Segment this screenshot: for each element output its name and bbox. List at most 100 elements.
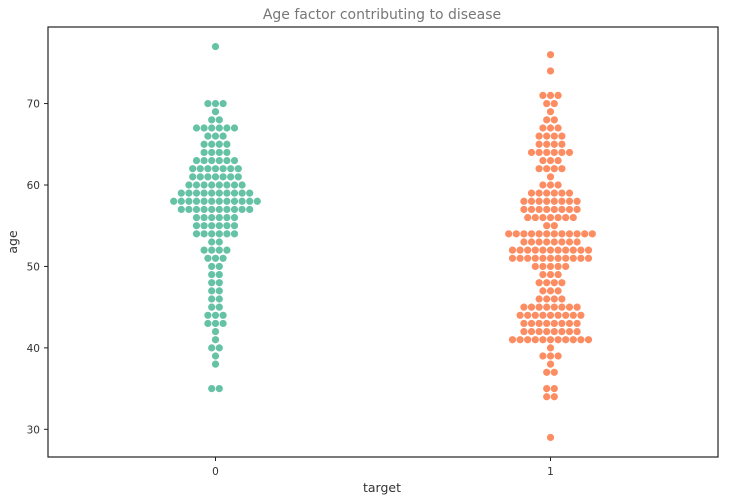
data-point-target-1 (573, 230, 581, 238)
data-point-target-1 (569, 336, 577, 344)
data-point-target-0 (219, 132, 227, 140)
data-point-target-1 (543, 205, 551, 214)
data-point-target-0 (215, 295, 223, 303)
data-point-target-1 (527, 230, 536, 238)
data-point-target-1 (546, 254, 555, 262)
data-point-target-1 (520, 205, 528, 214)
data-point-target-0 (189, 173, 197, 181)
data-point-target-1 (520, 303, 528, 311)
data-point-target-0 (211, 336, 220, 344)
data-point-target-0 (238, 189, 246, 197)
data-point-target-0 (208, 116, 216, 124)
data-point-target-1 (524, 254, 532, 262)
data-point-target-0 (230, 181, 239, 189)
data-points (170, 42, 596, 442)
data-point-target-0 (200, 213, 208, 222)
data-point-target-0 (223, 197, 231, 205)
data-point-target-0 (200, 156, 208, 165)
data-point-target-1 (539, 262, 547, 271)
data-point-target-1 (558, 140, 566, 148)
data-point-target-0 (200, 205, 208, 214)
data-point-target-1 (562, 246, 570, 254)
data-point-target-0 (215, 148, 223, 157)
data-point-target-1 (550, 384, 558, 393)
data-point-target-0 (211, 352, 220, 360)
data-point-target-0 (192, 181, 201, 189)
data-point-target-1 (565, 230, 574, 238)
data-point-target-0 (189, 165, 197, 173)
data-point-target-1 (535, 132, 543, 140)
data-point-target-0 (219, 173, 227, 181)
data-point-target-1 (562, 254, 570, 262)
data-point-target-1 (569, 213, 577, 222)
data-point-target-0 (211, 311, 220, 319)
data-point-target-0 (208, 238, 216, 246)
data-point-target-1 (558, 303, 566, 311)
data-point-target-1 (554, 287, 562, 295)
data-point-target-0 (230, 197, 239, 205)
data-point-target-1 (543, 222, 551, 230)
data-point-target-0 (192, 189, 201, 197)
data-point-target-0 (215, 124, 223, 132)
data-point-target-0 (215, 384, 223, 393)
data-point-target-1 (554, 124, 562, 132)
data-point-target-1 (562, 213, 570, 222)
data-point-target-0 (185, 181, 193, 189)
data-point-target-1 (508, 246, 517, 254)
data-point-target-0 (211, 99, 220, 108)
data-point-target-0 (223, 189, 231, 197)
data-point-target-0 (223, 213, 231, 222)
data-point-target-1 (508, 336, 517, 344)
data-point-target-0 (192, 197, 201, 205)
data-point-target-0 (208, 181, 216, 189)
data-point-target-1 (520, 319, 528, 328)
data-point-target-0 (208, 270, 216, 279)
data-point-target-0 (177, 189, 185, 197)
data-point-target-0 (223, 246, 231, 254)
data-point-target-0 (246, 189, 254, 197)
data-point-target-1 (543, 384, 551, 393)
data-point-target-1 (516, 246, 524, 254)
data-point-target-1 (554, 311, 562, 319)
data-point-target-0 (215, 116, 223, 124)
data-point-target-1 (550, 222, 558, 230)
data-point-target-0 (208, 222, 216, 230)
data-point-target-0 (200, 230, 208, 238)
data-point-target-1 (535, 238, 543, 246)
data-point-target-1 (546, 173, 555, 181)
data-point-target-1 (546, 262, 555, 271)
data-point-target-0 (208, 213, 216, 222)
data-point-target-1 (527, 197, 536, 205)
y-tick-label: 30 (27, 424, 40, 436)
data-point-target-1 (539, 213, 547, 222)
data-point-target-1 (558, 279, 566, 287)
data-point-target-1 (569, 254, 577, 262)
data-point-target-1 (535, 189, 543, 197)
data-point-target-1 (573, 238, 581, 246)
data-point-target-0 (208, 148, 216, 157)
data-point-target-1 (543, 189, 551, 197)
data-point-target-0 (215, 197, 223, 205)
data-point-target-1 (539, 287, 547, 295)
data-point-target-0 (200, 246, 208, 254)
data-point-target-0 (200, 181, 208, 189)
x-tick-label: 0 (212, 466, 219, 478)
data-point-target-1 (550, 327, 558, 336)
data-point-target-0 (211, 132, 220, 140)
data-point-target-0 (211, 319, 220, 328)
data-point-target-0 (215, 287, 223, 295)
data-point-target-1 (527, 303, 536, 311)
data-point-target-1 (543, 165, 551, 173)
data-point-target-1 (535, 319, 543, 328)
data-point-target-1 (565, 327, 574, 336)
data-point-target-1 (554, 181, 562, 189)
data-point-target-1 (550, 99, 558, 108)
data-point-target-1 (573, 205, 581, 214)
data-point-target-0 (223, 148, 231, 157)
data-point-target-0 (200, 197, 208, 205)
data-point-target-0 (230, 213, 239, 222)
data-point-target-0 (215, 156, 223, 165)
data-point-target-1 (543, 368, 551, 376)
data-point-target-0 (215, 344, 223, 352)
data-point-target-1 (546, 51, 555, 59)
